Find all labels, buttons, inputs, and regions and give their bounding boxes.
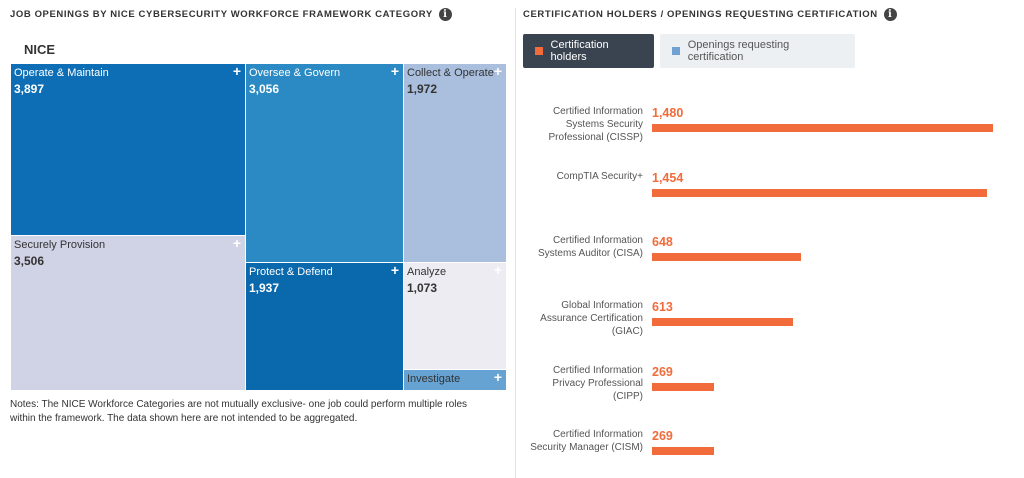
blue-square-icon xyxy=(672,47,680,55)
treemap-tile-securely-provision[interactable]: Securely Provision 3,506 + xyxy=(11,236,246,391)
treemap-tile-label: Oversee & Govern xyxy=(249,67,341,79)
treemap-tile-collect-operate[interactable]: Collect & Operate 1,972 + xyxy=(404,64,507,263)
treemap-tile-protect-defend[interactable]: Protect & Defend 1,937 + xyxy=(246,263,404,391)
treemap-tile-value: 3,056 xyxy=(249,82,280,96)
treemap-tile-value: 1,937 xyxy=(249,281,280,295)
info-icon[interactable]: i xyxy=(883,8,897,21)
cert-value-label: 1,480 xyxy=(652,106,684,120)
cert-category-label: Certified Information Systems Auditor (C… xyxy=(537,235,643,259)
treemap-tile-value: 1,972 xyxy=(407,82,438,96)
expand-plus-icon[interactable]: + xyxy=(232,236,241,251)
cert-value-label: 269 xyxy=(652,365,673,379)
cert-value-label: 648 xyxy=(652,235,673,249)
cert-bar[interactable] xyxy=(652,447,714,455)
treemap-tile-oversee-govern[interactable]: Oversee & Govern 3,056 + xyxy=(246,64,404,263)
legend-button-openings-requesting[interactable]: Openings requesting certification xyxy=(660,34,855,68)
expand-plus-icon[interactable]: + xyxy=(232,64,241,79)
treemap-tile-analyze[interactable]: Analyze 1,073 + xyxy=(404,263,507,370)
cert-category-label: Global Information Assurance Certificati… xyxy=(540,300,643,337)
cert-bar[interactable] xyxy=(652,253,801,261)
treemap-tile-operate-maintain[interactable]: Operate & Maintain 3,897 + xyxy=(11,64,246,236)
treemap-tile-label: Investigate xyxy=(407,373,461,385)
treemap-tile-label: Collect & Operate xyxy=(407,67,494,79)
legend-button-certification-holders[interactable]: Certification holders xyxy=(523,34,654,68)
panel-divider xyxy=(515,8,516,478)
expand-plus-icon[interactable]: + xyxy=(493,64,502,79)
legend-label: Certification holders xyxy=(550,39,609,63)
treemap-root-label: NICE xyxy=(24,42,56,57)
expand-plus-icon[interactable]: + xyxy=(493,370,502,385)
cert-value-label: 613 xyxy=(652,300,673,314)
cert-value-label: 269 xyxy=(652,429,673,443)
cert-title-text: CERTIFICATION HOLDERS / OPENINGS REQUEST… xyxy=(523,9,878,20)
expand-plus-icon[interactable]: + xyxy=(390,64,399,79)
cert-category-label: Certified Information Security Manager (… xyxy=(530,429,643,453)
cert-bar[interactable] xyxy=(652,383,714,391)
expand-plus-icon[interactable]: + xyxy=(390,263,399,278)
cert-category-label: CompTIA Security+ xyxy=(556,171,643,182)
treemap-tile-label: Securely Provision xyxy=(14,239,106,251)
legend-label: Openings requesting certification xyxy=(687,39,790,63)
treemap-tile-label: Operate & Maintain xyxy=(14,67,109,79)
info-icon[interactable]: i xyxy=(438,8,452,21)
treemap-title-text: JOB OPENINGS BY NICE CYBERSECURITY WORKF… xyxy=(10,9,433,20)
cert-panel-title: CERTIFICATION HOLDERS / OPENINGS REQUEST… xyxy=(523,8,897,21)
cert-category-label: Certified Information Privacy Profession… xyxy=(552,365,643,402)
treemap-tile-label: Analyze xyxy=(407,266,447,278)
treemap-tile-value: 1,073 xyxy=(407,281,438,295)
cert-bar[interactable] xyxy=(652,124,993,132)
cert-value-label: 1,454 xyxy=(652,171,684,185)
notes-text: Notes: The NICE Workforce Categories are… xyxy=(10,399,468,424)
treemap-tile-value: 3,897 xyxy=(14,82,45,96)
treemap-tile-investigate[interactable]: Investigate + xyxy=(404,370,507,391)
cert-bar[interactable] xyxy=(652,189,987,197)
orange-square-icon xyxy=(535,47,543,55)
treemap-tile-label: Protect & Defend xyxy=(249,266,333,278)
expand-plus-icon[interactable]: + xyxy=(493,263,502,278)
treemap-tile-value: 3,506 xyxy=(14,254,45,268)
treemap-panel-title: JOB OPENINGS BY NICE CYBERSECURITY WORKF… xyxy=(10,8,452,21)
cert-category-label: Certified Information Systems Security P… xyxy=(548,106,643,143)
cert-bar[interactable] xyxy=(652,318,793,326)
